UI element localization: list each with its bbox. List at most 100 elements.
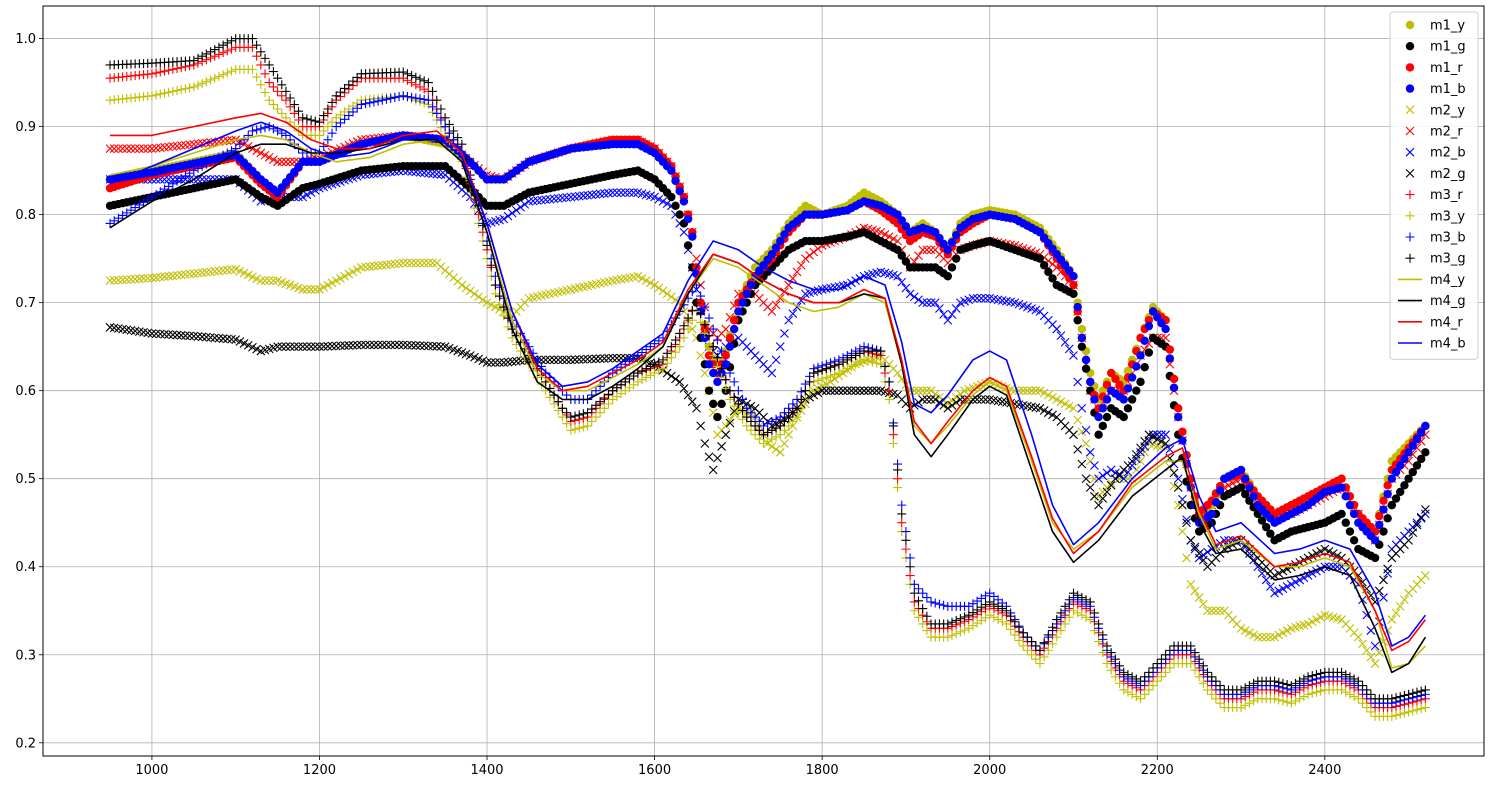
data-point	[562, 390, 572, 400]
data-point	[570, 411, 580, 421]
data-point	[227, 146, 237, 156]
data-point	[1311, 687, 1321, 697]
data-point	[775, 421, 785, 431]
data-point	[876, 227, 886, 237]
data-point	[1282, 697, 1292, 707]
data-point	[302, 114, 312, 124]
data-point	[419, 76, 429, 86]
data-point	[151, 273, 161, 282]
data-point	[696, 351, 706, 360]
data-point	[1152, 430, 1162, 440]
data-point	[394, 92, 404, 102]
data-point	[692, 254, 701, 264]
data-point	[327, 117, 337, 127]
legend-label: m2_r	[1430, 125, 1463, 140]
data-point	[1341, 670, 1351, 680]
data-point	[1375, 511, 1384, 521]
data-point	[201, 77, 211, 87]
data-point	[1404, 448, 1413, 457]
data-point	[1337, 667, 1347, 677]
data-point	[218, 40, 228, 50]
data-point	[206, 333, 215, 342]
y-tick-label: 0.4	[15, 560, 36, 575]
data-point	[604, 399, 614, 409]
data-point	[1127, 672, 1137, 682]
data-point	[1131, 692, 1141, 702]
data-point	[608, 353, 618, 363]
data-point	[1345, 500, 1355, 510]
data-point	[298, 285, 308, 294]
data-point	[1140, 436, 1150, 446]
legend-label: m3_b	[1430, 231, 1466, 246]
legend-label: m3_g	[1430, 252, 1466, 267]
data-point	[1383, 568, 1393, 578]
data-point	[1069, 272, 1078, 281]
data-point	[549, 194, 559, 204]
data-point	[302, 342, 312, 352]
data-point	[139, 144, 148, 153]
data-point	[1123, 384, 1133, 393]
data-point	[1349, 674, 1359, 684]
x-tick-label: 1000	[135, 763, 168, 778]
data-point	[700, 302, 710, 312]
data-point	[1115, 678, 1125, 688]
data-point	[470, 289, 479, 299]
data-point	[771, 355, 781, 365]
data-point	[1069, 430, 1078, 440]
data-point	[754, 425, 764, 435]
data-point	[918, 619, 928, 629]
legend-label: m2_y	[1430, 103, 1465, 118]
data-point	[767, 307, 777, 316]
data-point	[264, 95, 274, 105]
data-point	[926, 245, 936, 255]
data-point	[1203, 667, 1213, 677]
data-point	[1123, 404, 1133, 413]
data-point	[1307, 688, 1317, 698]
data-point	[855, 386, 865, 396]
data-point	[696, 421, 706, 431]
series-m2_r	[105, 131, 1430, 545]
data-point	[1048, 274, 1057, 283]
data-point	[1031, 386, 1041, 396]
data-point	[402, 92, 412, 102]
data-point	[1412, 434, 1422, 444]
data-point	[830, 361, 840, 371]
data-point	[939, 239, 948, 249]
data-point	[1274, 677, 1284, 687]
data-point	[314, 117, 324, 127]
data-point	[361, 340, 370, 350]
data-point	[759, 439, 768, 448]
data-point	[382, 260, 391, 270]
data-point	[972, 395, 982, 404]
data-point	[725, 418, 735, 428]
data-point	[1307, 671, 1317, 681]
data-point	[218, 334, 228, 343]
data-point	[771, 243, 781, 252]
data-point	[1387, 711, 1397, 721]
legend-label: m4_y	[1430, 273, 1465, 288]
data-point	[796, 394, 806, 404]
data-point	[599, 403, 609, 413]
data-point	[1421, 448, 1430, 457]
data-point	[918, 395, 928, 404]
data-point	[407, 71, 417, 81]
data-point	[164, 271, 174, 281]
data-point	[713, 453, 722, 463]
data-point	[1136, 351, 1145, 360]
data-point	[1123, 670, 1133, 680]
data-point	[587, 354, 597, 364]
data-point	[1156, 672, 1166, 682]
data-point	[1023, 386, 1032, 396]
legend: m1_y m1_g m1_r m1_b m2_y m2_r m2_b m2_g m3_r m3_y…	[1389, 11, 1479, 360]
legend-label: m3_y	[1430, 209, 1465, 224]
data-point	[231, 144, 241, 154]
data-point	[1270, 632, 1279, 642]
data-point	[361, 262, 370, 272]
data-point	[733, 386, 743, 396]
data-point	[1111, 374, 1120, 384]
data-point	[495, 358, 504, 367]
x-tick-label: 1800	[806, 763, 839, 778]
data-point	[574, 410, 584, 420]
data-point	[671, 374, 680, 384]
data-point	[629, 188, 639, 198]
